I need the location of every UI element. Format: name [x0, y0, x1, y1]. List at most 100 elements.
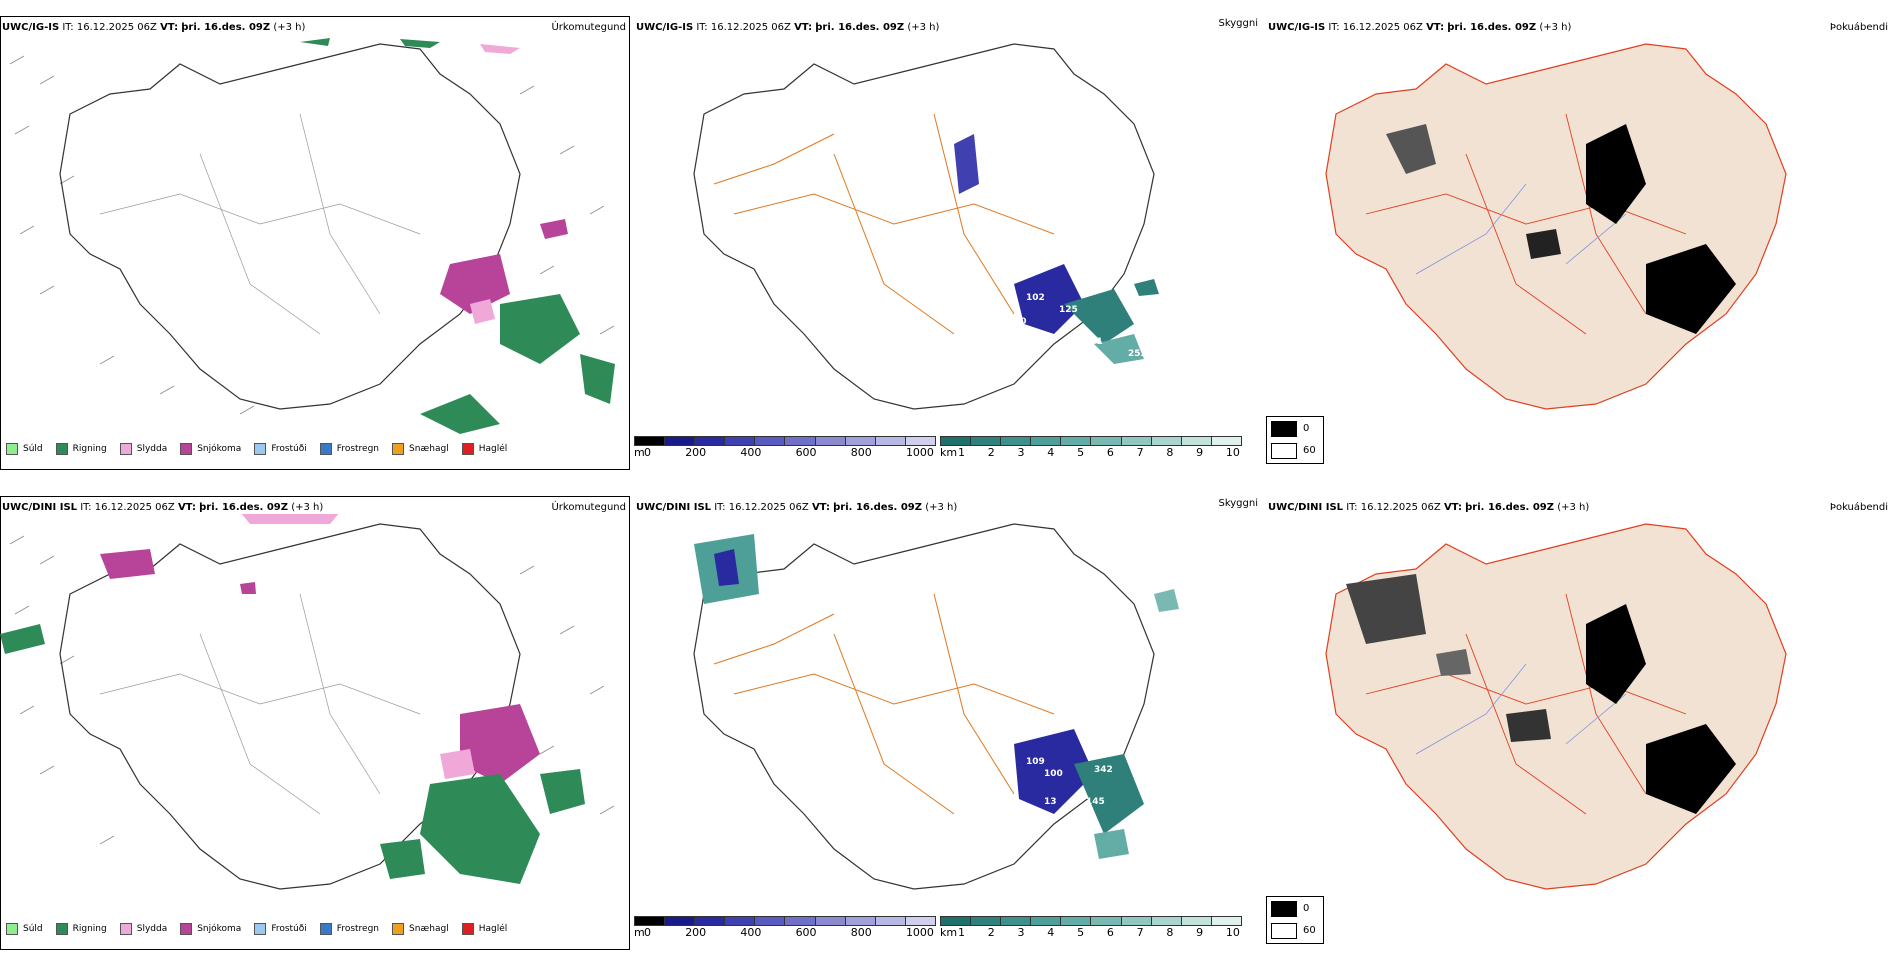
it-label: IT:	[1328, 22, 1340, 33]
iceland-outline	[59, 523, 521, 890]
vt-value: þri. 16.des. 09Z	[815, 22, 905, 33]
fog-legend-label: 0	[1303, 903, 1310, 914]
visibility-bar-swatches	[940, 436, 1242, 446]
ceiling-bar-swatches	[634, 436, 936, 446]
model-name: UWC/DINI ISL	[2, 502, 78, 513]
precip-legend: Súld Rigning Slydda Snjókoma Frostúði Fr…	[6, 440, 520, 458]
panel-frame	[0, 16, 630, 470]
ceiling-label: 100	[1044, 769, 1063, 779]
legend-item-sudd: Súld	[6, 920, 43, 938]
ceiling-areas	[694, 534, 1179, 859]
fog-legend-black-key	[1271, 421, 1297, 437]
visibility-bar-swatches	[940, 916, 1242, 926]
vt-label: VT:	[794, 22, 813, 33]
ceiling-label: 109	[1026, 757, 1045, 767]
lead-time: (+3 h)	[907, 22, 940, 33]
lead-time: (+3 h)	[1557, 502, 1590, 513]
ceiling-ticks: 0 200 400 600 800 1000	[644, 926, 934, 939]
it-label: IT:	[80, 502, 92, 513]
legend-item-snjokoma: Snjókoma	[180, 440, 241, 458]
ceiling-map: 109 100 342 145 13 25	[693, 523, 1179, 890]
panel-title: Þokuábendi	[1829, 502, 1888, 513]
lead-time: (+3 h)	[273, 22, 306, 33]
vt-value: þri. 16.des. 09Z	[833, 502, 922, 513]
panel-title: Úrkomutegund	[551, 502, 626, 513]
model-name: UWC/IG-IS	[1268, 22, 1326, 33]
road-network	[99, 113, 421, 335]
ceiling-label: 25	[1104, 743, 1117, 753]
panel-title: Þokuábendi	[1829, 22, 1888, 33]
precip-legend: Súld Rigning Slydda Snjókoma Frostúði Fr…	[6, 920, 520, 938]
ceiling-value-labels: 102 125 10 191 252 1	[1014, 267, 1147, 359]
legend-item-snaehagl: Snæhagl	[392, 440, 449, 458]
fog-map	[1325, 523, 1787, 890]
fog-legend-white-key	[1271, 443, 1297, 459]
vt-value: þri. 16.des. 09Z	[1465, 502, 1554, 513]
it-label: IT:	[696, 22, 708, 33]
vt-label: VT:	[811, 502, 830, 513]
forecast-row-2: UWC/DINI ISL IT: 16.12.2025 06Z VT: þri.…	[0, 488, 1900, 958]
ceiling-visibility-panel: UWC/IG-IS IT: 16.12.2025 06Z VT: þri. 16…	[634, 8, 1266, 468]
legend-item-frostregn: Frostregn	[319, 440, 379, 458]
ceiling-label: 342	[1094, 765, 1113, 775]
it-value: 16.12.2025 06Z	[728, 502, 809, 513]
precip-areas	[300, 38, 615, 434]
fog-map	[1325, 43, 1787, 410]
it-value: 16.12.2025 06Z	[710, 22, 791, 33]
ceiling-visibility-panel: UWC/DINI ISL IT: 16.12.2025 06Z VT: þri.…	[634, 488, 1266, 948]
vt-label: VT:	[177, 502, 196, 513]
fog-index-panel: UWC/DINI ISL IT: 16.12.2025 06Z VT: þri.…	[1266, 488, 1900, 948]
lead-time: (+3 h)	[925, 502, 958, 513]
precip-map	[0, 514, 615, 890]
legend-item-slydda: Slydda	[119, 920, 167, 938]
vt-value: þri. 16.des. 09Z	[1447, 22, 1537, 33]
model-name: UWC/DINI ISL	[636, 502, 712, 513]
it-label: IT:	[62, 22, 74, 33]
vt-label: VT:	[1443, 502, 1462, 513]
vt-label: VT:	[160, 22, 179, 33]
ceiling-label: 191	[1084, 337, 1103, 347]
iceland-outline	[59, 43, 521, 410]
fog-legend-white-key	[1271, 923, 1297, 939]
visibility-ticks: 1 2 3 4 5 6 7 8 9 10	[958, 926, 1240, 939]
ceiling-label: 252	[1128, 349, 1147, 359]
forecast-row-1: UWC/IG-IS IT: 16.12.2025 06Z VT: þri. 16…	[0, 8, 1900, 478]
model-name: UWC/DINI ISL	[1268, 502, 1344, 513]
fog-legend-label: 60	[1303, 925, 1316, 936]
fog-legend: 0 60	[1266, 896, 1324, 944]
ceiling-map: 102 125 10 191 252 1	[693, 43, 1159, 410]
iceland-outline	[693, 523, 1155, 890]
ceiling-ticks: 0 200 400 600 800 1000	[644, 446, 934, 459]
panel-header: UWC/DINI ISL IT: 16.12.2025 06Z VT: þri.…	[636, 502, 957, 513]
road-network	[713, 593, 1055, 815]
iceland-outline	[693, 43, 1155, 410]
legend-item-rigning: Rigning	[55, 440, 107, 458]
it-value: 16.12.2025 06Z	[1360, 502, 1441, 513]
wind-barbs	[9, 55, 615, 415]
ceiling-label: 1	[1104, 267, 1110, 277]
fog-legend-black-key	[1271, 901, 1297, 917]
ceiling-label: 13	[1044, 797, 1057, 807]
ceiling-value-labels: 109 100 342 145 13 25	[1026, 743, 1117, 807]
legend-item-snaehagl: Snæhagl	[392, 920, 449, 938]
panel-header: UWC/IG-IS IT: 16.12.2025 06Z VT: þri. 16…	[2, 22, 305, 33]
road-network	[713, 113, 1055, 335]
precip-map	[9, 38, 615, 434]
lead-time: (+3 h)	[1539, 22, 1572, 33]
precip-type-panel: UWC/DINI ISL IT: 16.12.2025 06Z VT: þri.…	[0, 488, 632, 950]
it-value: 16.12.2025 06Z	[76, 22, 157, 33]
model-name: UWC/IG-IS	[636, 22, 694, 33]
visibility-unit: km	[940, 446, 958, 459]
it-label: IT:	[714, 502, 726, 513]
lead-time: (+3 h)	[291, 502, 324, 513]
legend-item-hagl: Haglél	[461, 440, 507, 458]
visibility-unit: km	[940, 926, 958, 939]
legend-item-rigning: Rigning	[55, 920, 107, 938]
ceiling-areas	[954, 134, 1159, 364]
fog-index-panel: UWC/IG-IS IT: 16.12.2025 06Z VT: þri. 16…	[1266, 8, 1900, 468]
precip-type-panel: UWC/IG-IS IT: 16.12.2025 06Z VT: þri. 16…	[0, 8, 632, 470]
ceiling-label: 10	[1014, 317, 1027, 327]
legend-item-frostudi: Frostúði	[254, 920, 307, 938]
ceiling-label: 125	[1059, 305, 1078, 315]
legend-item-frostregn: Frostregn	[319, 920, 379, 938]
